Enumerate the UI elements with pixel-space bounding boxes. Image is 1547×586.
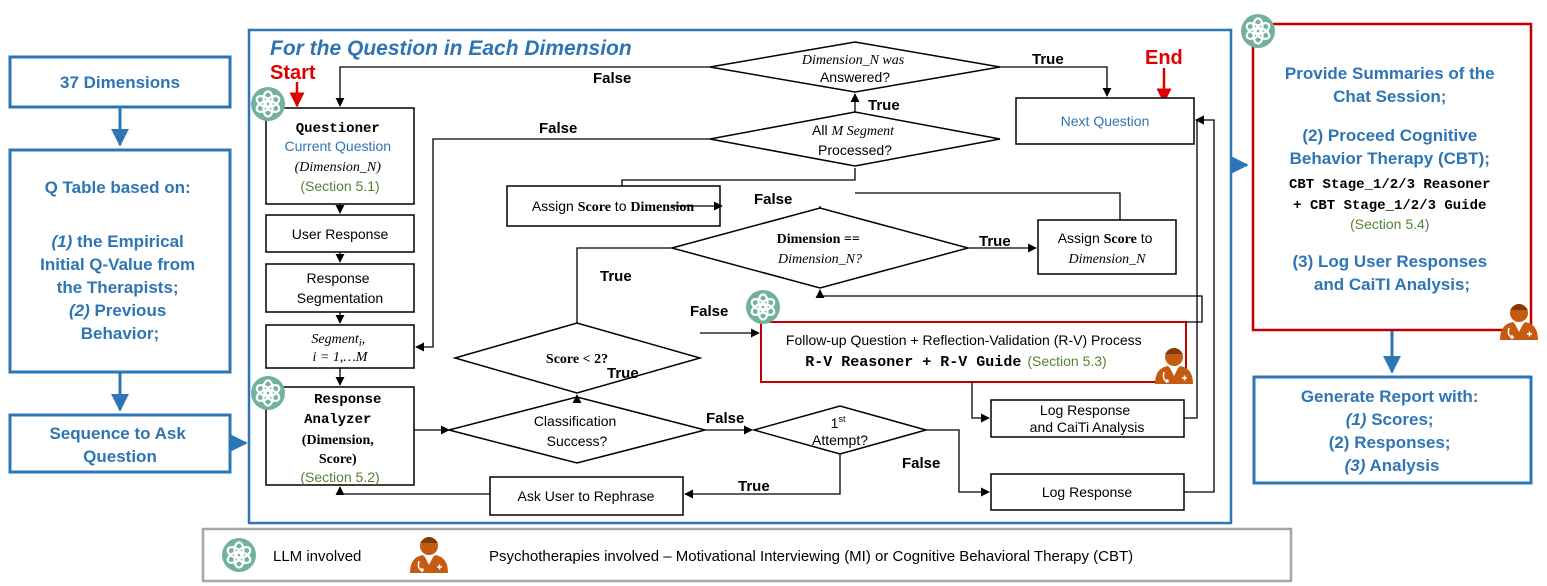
all-segments-text: All M Segment Processed? (812, 122, 898, 158)
followup-box (760, 321, 1187, 383)
sequence-box (8, 413, 232, 474)
edge-label: False (902, 455, 940, 472)
main-title: For the Question in Each Dimension (270, 37, 632, 60)
legend: LLM involved Psychotherapies involved – … (201, 527, 1293, 583)
segment-label: Segmenti, i = 1,…M (311, 332, 368, 365)
questioner-text: Questioner Current Question (Dimension_N… (284, 119, 395, 194)
report-box (1252, 375, 1533, 485)
first-attempt-text: 1st Attempt? (812, 409, 868, 448)
log-response-label: Log Response (1042, 484, 1133, 500)
edge-label: True (868, 97, 900, 114)
next-question-label: Next Question (1061, 113, 1150, 129)
left-column: 37 Dimensions Q Table based on: (1) the … (8, 55, 248, 474)
log-caiti-label: Log Response and CaiTi Analysis (1030, 402, 1145, 435)
legend-llm: LLM involved (273, 548, 361, 565)
sequence-text: Sequence to Ask Question (49, 424, 190, 466)
end-label: End (1145, 47, 1183, 69)
ask-rephrase-box (489, 476, 684, 516)
edge-label: True (607, 365, 639, 382)
analyzer-text: Response Analyzer (Dimension, Score) (Se… (300, 390, 386, 485)
analyzer-box (265, 386, 415, 486)
report-text: Generate Report with: (1) Scores; (2) Re… (1301, 387, 1483, 475)
questioner-box (265, 107, 415, 205)
summary-box (1251, 22, 1533, 332)
qtable-box (8, 148, 232, 374)
segment-box (265, 324, 415, 369)
all-segments-diamond (709, 111, 1001, 167)
dimension-answered-text: Dimension_N was Answered? (801, 51, 908, 85)
assign-dimension-label: Assign Score to Dimension (532, 198, 695, 215)
edge-label: True (600, 268, 632, 285)
user-response-label: User Response (292, 226, 389, 242)
llm-logo-icon (220, 536, 258, 574)
edge-label: False (754, 191, 792, 208)
edge-label: True (738, 478, 770, 495)
edge-labels: False True True False False True True Fa… (539, 51, 1064, 495)
right-column: Provide Summaries of the Chat Session; (… (1239, 12, 1539, 485)
legend-psycho: Psychotherapies involved – Motivational … (489, 548, 1133, 565)
edge-label: True (1032, 51, 1064, 68)
next-question-box (1015, 97, 1195, 145)
dimension-eq-text: Dimension == Dimension_N? (777, 232, 864, 267)
main-frame (247, 28, 1233, 525)
legend-box (201, 527, 1293, 583)
dimensions-label: 37 Dimensions (60, 73, 180, 92)
assign-dimension-n-box (1037, 219, 1177, 275)
classification-text: Classification Success? (534, 413, 620, 449)
score-text: Score < 2? (546, 352, 608, 367)
log-response-box (990, 473, 1185, 511)
edge-label: False (539, 120, 577, 137)
qtable-text: Q Table based on: (1) the Empirical Init… (40, 178, 200, 343)
summary-text: Provide Summaries of the Chat Session; (… (1285, 64, 1499, 294)
edge-label: False (706, 410, 744, 427)
start-label: Start (270, 62, 316, 84)
user-response-box (265, 214, 415, 253)
segmentation-box (265, 263, 415, 313)
score-diamond (452, 322, 703, 394)
llm-logo-icon (249, 374, 287, 412)
llm-logo-icon (249, 85, 287, 123)
llm-logo-icon (744, 288, 782, 326)
edge-label: True (979, 233, 1011, 250)
classification-diamond (448, 396, 706, 464)
edge-label: False (690, 303, 728, 320)
followup-text: Follow-up Question + Reflection-Validati… (786, 332, 1146, 371)
dimensions-box (8, 55, 232, 109)
assign-dimension-n-label: Assign Score to Dimension_N (1058, 230, 1157, 267)
log-caiti-box (990, 399, 1185, 438)
llm-logo-icon (1239, 12, 1277, 50)
ask-rephrase-label: Ask User to Rephrase (518, 488, 655, 504)
edge-label: False (593, 70, 631, 87)
segmentation-label: Response Segmentation (297, 270, 383, 306)
flow-edges (335, 66, 1215, 499)
